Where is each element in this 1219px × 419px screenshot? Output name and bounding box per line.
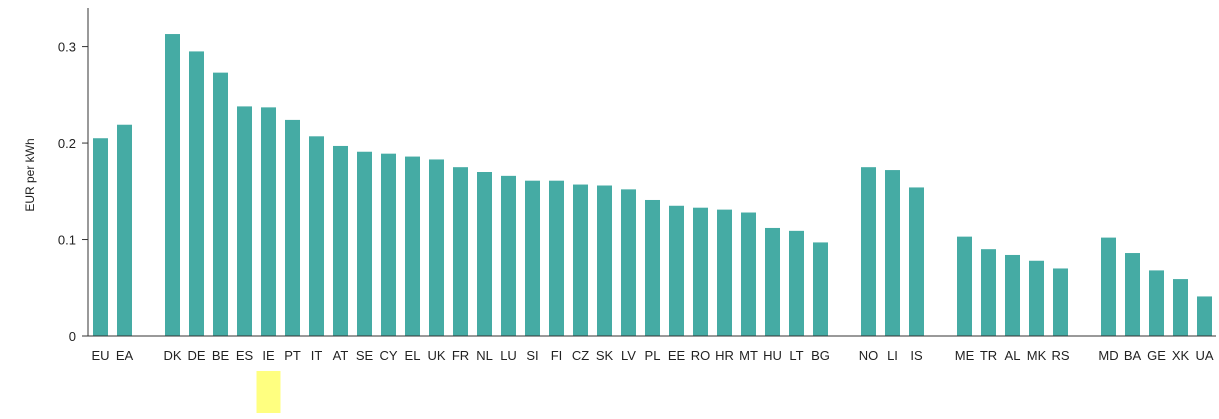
x-label-lt: LT <box>789 348 803 363</box>
bar-ie <box>261 107 276 336</box>
x-label-fr: FR <box>452 348 469 363</box>
x-label-hu: HU <box>763 348 782 363</box>
x-label-cz: CZ <box>572 348 589 363</box>
bar-uk <box>429 159 444 336</box>
bar-es <box>237 106 252 337</box>
bar-it <box>309 136 324 336</box>
bar-mt <box>741 212 756 336</box>
bar-al <box>1005 254 1020 336</box>
x-label-mt: MT <box>739 348 758 363</box>
x-label-si: SI <box>526 348 538 363</box>
bar-lu <box>501 175 516 336</box>
bar-se <box>357 151 372 336</box>
x-label-cy: CY <box>379 348 397 363</box>
bar-tr <box>981 249 996 336</box>
bar-dk <box>165 34 180 336</box>
x-label-ua: UA <box>1195 348 1213 363</box>
bar-be <box>213 72 228 337</box>
bar-li <box>885 170 900 336</box>
highlight-marker <box>256 371 281 413</box>
bar-lv <box>621 189 636 336</box>
bar-rs <box>1053 268 1068 336</box>
bar-hu <box>765 227 780 336</box>
x-label-at: AT <box>333 348 349 363</box>
bar-nl <box>477 172 492 336</box>
bar-at <box>333 145 348 336</box>
bar-el <box>405 156 420 336</box>
x-label-ea: EA <box>116 348 134 363</box>
x-label-lv: LV <box>621 348 636 363</box>
x-label-el: EL <box>405 348 421 363</box>
x-label-ro: RO <box>691 348 711 363</box>
bars-layer <box>93 34 1212 337</box>
x-label-al: AL <box>1005 348 1021 363</box>
bar-ea <box>117 124 132 337</box>
x-label-li: LI <box>887 348 898 363</box>
bar-ro <box>693 207 708 336</box>
bar-lt <box>789 230 804 336</box>
bar-eu <box>93 138 108 336</box>
bar-is <box>909 187 924 336</box>
bar-sk <box>597 185 612 336</box>
bar-si <box>525 180 540 336</box>
y-tick-label: 0.3 <box>58 40 76 55</box>
x-label-fi: FI <box>551 348 563 363</box>
x-label-lu: LU <box>500 348 517 363</box>
bar-fr <box>453 167 468 336</box>
bar-ee <box>669 205 684 336</box>
bar-xk <box>1173 279 1188 336</box>
x-label-rs: RS <box>1051 348 1069 363</box>
x-label-bg: BG <box>811 348 830 363</box>
bar-pt <box>285 119 300 336</box>
x-label-sk: SK <box>596 348 614 363</box>
x-label-no: NO <box>859 348 879 363</box>
x-label-pl: PL <box>645 348 661 363</box>
x-label-xk: XK <box>1172 348 1190 363</box>
x-label-ie: IE <box>262 348 275 363</box>
bar-bg <box>813 242 828 336</box>
bar-md <box>1101 237 1116 336</box>
y-tick-label: 0 <box>69 329 76 344</box>
x-label-es: ES <box>236 348 254 363</box>
bar-ge <box>1149 270 1164 336</box>
x-label-dk: DK <box>163 348 181 363</box>
x-label-hr: HR <box>715 348 734 363</box>
y-tick-label: 0.2 <box>58 136 76 151</box>
y-tick-label: 0.1 <box>58 233 76 248</box>
bar-hr <box>717 209 732 336</box>
x-label-ee: EE <box>668 348 686 363</box>
x-label-eu: EU <box>91 348 109 363</box>
bar-mk <box>1029 260 1044 336</box>
x-label-is: IS <box>910 348 923 363</box>
x-label-it: IT <box>311 348 323 363</box>
bar-me <box>957 236 972 336</box>
bar-fi <box>549 180 564 336</box>
x-label-ba: BA <box>1124 348 1142 363</box>
bar-cz <box>573 184 588 336</box>
x-label-uk: UK <box>427 348 445 363</box>
y-axis-title: EUR per kWh <box>23 138 37 211</box>
y-ticks: 0 0.1 0.2 0.3 <box>58 40 88 344</box>
x-label-se: SE <box>356 348 374 363</box>
bar-pl <box>645 199 660 336</box>
bar-de <box>189 51 204 336</box>
x-label-de: DE <box>187 348 205 363</box>
x-label-ge: GE <box>1147 348 1166 363</box>
bar-ba <box>1125 253 1140 336</box>
x-label-md: MD <box>1098 348 1118 363</box>
x-label-nl: NL <box>476 348 493 363</box>
x-label-tr: TR <box>980 348 997 363</box>
bar-cy <box>381 153 396 336</box>
x-label-me: ME <box>955 348 975 363</box>
x-label-pt: PT <box>284 348 301 363</box>
x-label-be: BE <box>212 348 230 363</box>
x-labels: EU EA DK DE BE ES IE PT IT AT SE CY EL UK FR NL LU SI FI CZ… <box>91 348 1213 363</box>
x-label-mk: MK <box>1027 348 1047 363</box>
bar-ua <box>1197 296 1212 336</box>
bar-no <box>861 167 876 336</box>
